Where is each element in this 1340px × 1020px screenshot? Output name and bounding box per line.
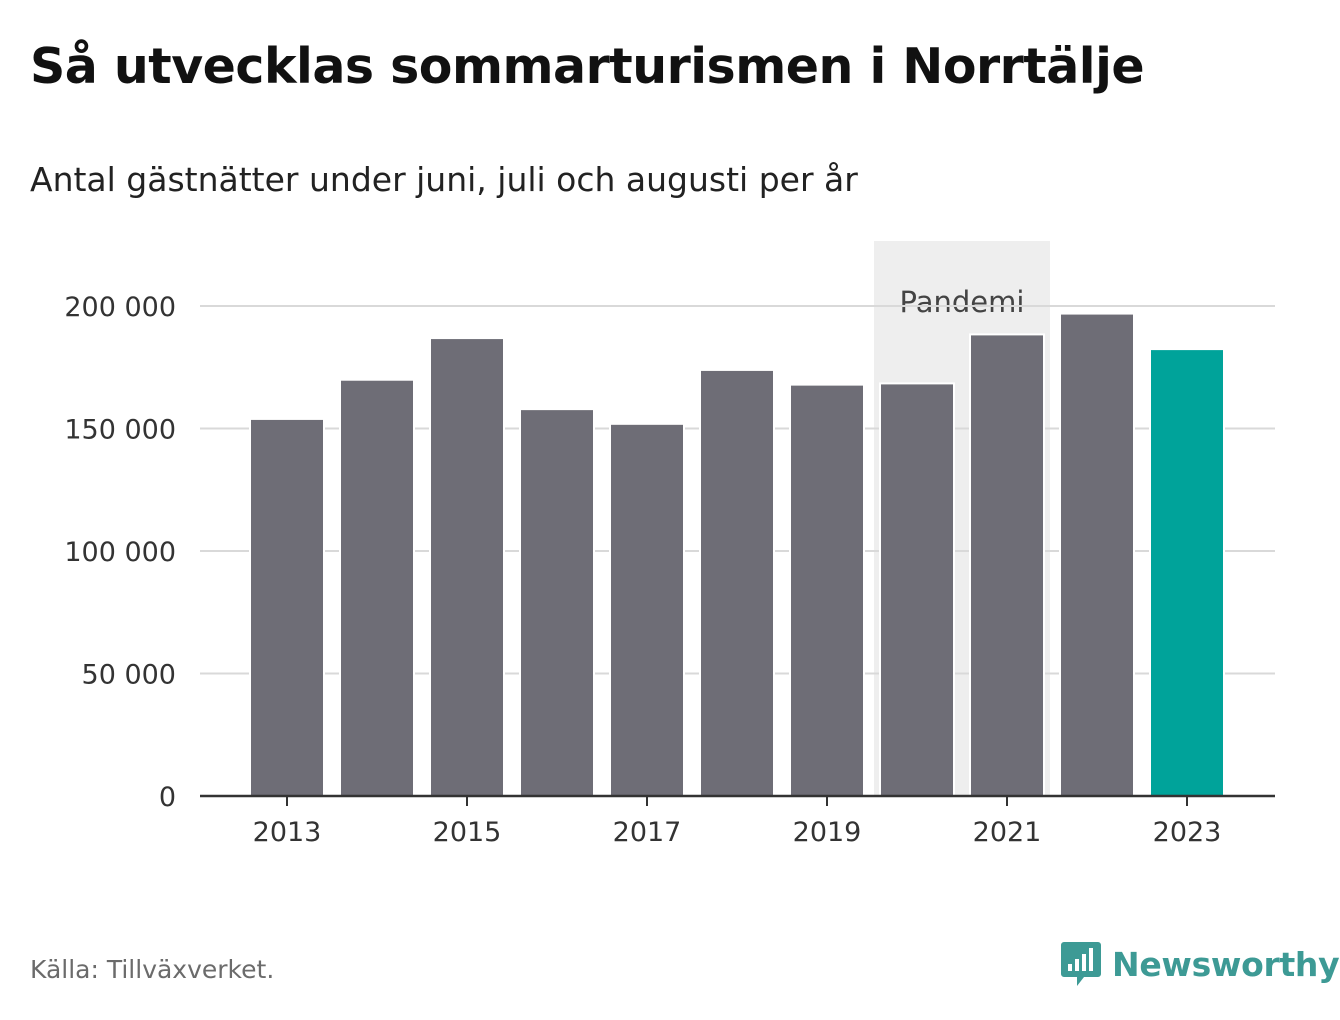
chart-title: Så utvecklas sommarturismen i Norrtälje [30, 38, 1145, 95]
x-tick-label: 2023 [1153, 817, 1222, 848]
bar-2020 [881, 384, 953, 796]
y-tick-label: 50 000 [82, 660, 176, 691]
bar-2019 [791, 385, 863, 796]
newsworthy-logo-text: Newsworthy [1112, 944, 1340, 984]
bar-2023 [1151, 350, 1223, 796]
bar-2022 [1061, 314, 1133, 796]
x-tick-label: 2017 [613, 817, 682, 848]
bar-2018 [701, 370, 773, 796]
y-tick-label: 100 000 [64, 537, 176, 568]
y-tick-label: 150 000 [64, 415, 176, 446]
bar-2013 [251, 419, 323, 796]
pandemic-label: Pandemi [900, 285, 1025, 319]
newsworthy-logo-icon [1061, 942, 1101, 986]
x-tick-label: 2015 [433, 817, 502, 848]
axis-layer: 0 50 000 100 000 150 000 200 000 2013 2015 2017… [64, 292, 1275, 848]
bar-chart: Pandemi 0 50 000 100 000 150 000 200 000 2013… [64, 241, 1275, 848]
bar-2014 [341, 380, 413, 796]
bar-2021 [971, 335, 1043, 796]
bar-2016 [521, 410, 593, 796]
y-tick-label: 200 000 [64, 292, 176, 323]
x-tick-label: 2019 [793, 817, 862, 848]
y-tick-label: 0 [159, 782, 176, 813]
x-tick-label: 2021 [973, 817, 1042, 848]
source-note: Källa: Tillväxverket. [30, 955, 275, 984]
bar-2017 [611, 424, 683, 796]
bar-2015 [431, 339, 503, 796]
bar-layer [249, 312, 1225, 796]
chart-subtitle: Antal gästnätter under juni, juli och au… [30, 160, 858, 199]
newsworthy-logo[interactable]: Newsworthy [1060, 940, 1340, 988]
x-tick-label: 2013 [253, 817, 322, 848]
